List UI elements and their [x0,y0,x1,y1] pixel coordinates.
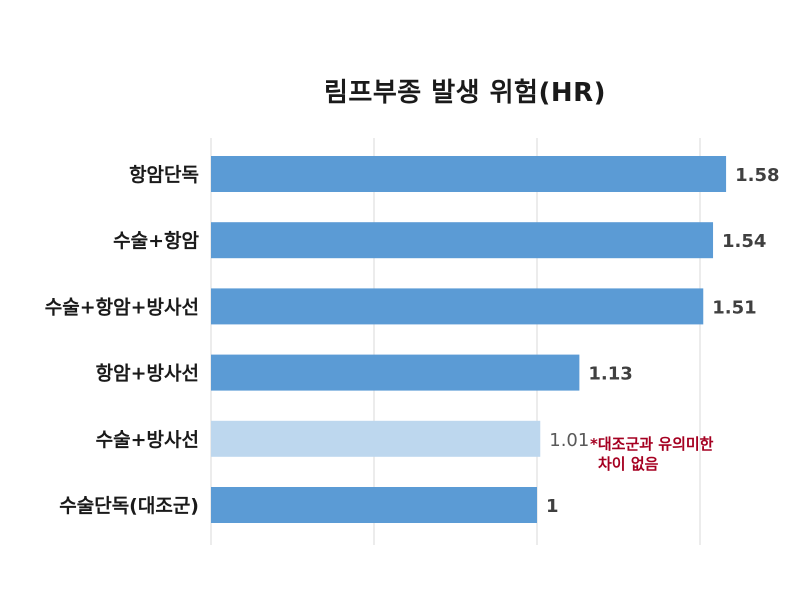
value-label: 1 [546,496,559,517]
value-label: 1.58 [735,165,779,186]
category-label: 항암단독 [129,164,199,186]
bar [211,420,541,457]
annotation-note: *대조군과 유의미한 차이 없음 [590,434,760,474]
category-label: 수술+방사선 [96,429,199,451]
bar [211,487,537,523]
chart-title: 림프부종 발생 위험(HR) [323,78,606,108]
category-label: 수술단독(대조군) [59,495,199,517]
category-label: 항암+방사선 [96,363,199,385]
category-label: 수술+항암 [113,230,199,252]
value-label: 1.01 [549,430,589,451]
value-label: 1.13 [588,364,632,385]
bar [211,156,727,192]
annotation-line-1: *대조군과 유의미한 [590,435,714,453]
bar [211,288,704,325]
value-label: 1.51 [712,297,756,318]
value-label: 1.54 [722,231,766,252]
bar [211,222,714,259]
bar [211,354,580,391]
category-label: 수술+항암+방사선 [45,296,199,318]
annotation-line-2: 차이 없음 [598,455,659,473]
